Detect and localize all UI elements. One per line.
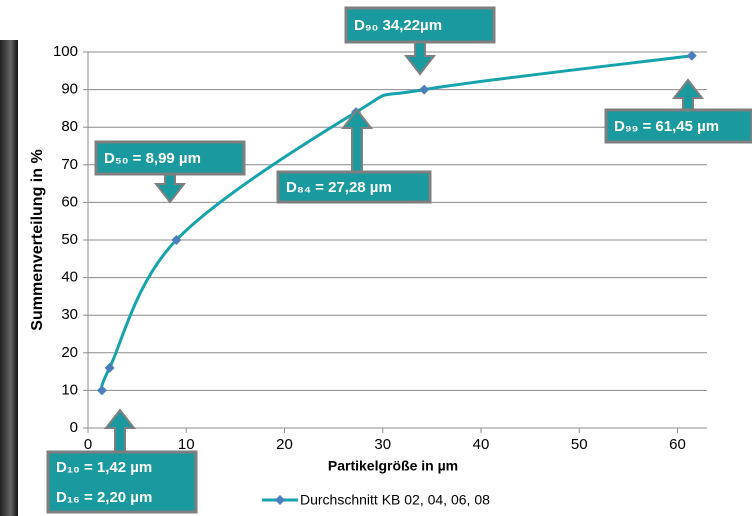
y-tick-label: 10	[61, 381, 78, 398]
legend-marker	[275, 495, 285, 505]
x-tick-label: 20	[276, 436, 293, 453]
x-tick-label: 50	[571, 436, 588, 453]
legend-label: Durchschnitt KB 02, 04, 06, 08	[300, 492, 490, 508]
data-point	[96, 385, 107, 396]
y-axis-label: Summenverteilung in %	[29, 149, 46, 330]
y-tick-label: 40	[61, 269, 78, 286]
x-tick-label: 60	[669, 436, 686, 453]
callout-label: D₉₉ = 61,45 µm	[614, 118, 719, 135]
y-tick-label: 30	[61, 306, 78, 323]
y-tick-label: 20	[61, 344, 78, 361]
callout-label: D₉₀ 34,22µm	[354, 17, 442, 34]
callout-arrow	[153, 173, 187, 204]
callout-label: D₁₀ = 1,42 µm	[56, 459, 152, 476]
background-image	[0, 40, 18, 516]
x-tick-label: 10	[178, 436, 195, 453]
y-tick-label: 0	[70, 419, 78, 436]
callout-arrow	[340, 108, 374, 173]
y-tick-label: 100	[53, 43, 78, 60]
series-line	[100, 54, 692, 391]
data-point	[419, 84, 430, 95]
x-tick-label: 30	[374, 436, 391, 453]
callout-box	[94, 140, 246, 176]
callout-box	[604, 108, 752, 144]
callout-label: D₅₀ = 8,99 µm	[104, 150, 201, 167]
data-point	[171, 235, 182, 245]
callout-box	[276, 170, 432, 204]
callout-label: D₁₆ = 2,20 µm	[56, 489, 152, 506]
y-tick-label: 60	[61, 193, 78, 210]
callout-arrow	[403, 41, 437, 76]
y-tick-label: 50	[61, 231, 78, 248]
callout-arrow	[103, 408, 137, 453]
x-tick-label: 40	[473, 436, 490, 453]
data-point	[104, 362, 115, 373]
callout-label: D₈₄ = 27,28 µm	[286, 179, 392, 196]
y-tick-label: 80	[61, 118, 78, 135]
x-axis-label: Partikelgröße in µm	[328, 458, 458, 474]
callout-box	[46, 450, 198, 514]
callout-box	[344, 6, 496, 44]
callout-arrow	[671, 78, 705, 111]
data-point	[686, 50, 697, 61]
x-tick-label: 0	[84, 436, 92, 453]
y-tick-label: 90	[61, 81, 78, 98]
y-tick-label: 70	[61, 156, 78, 173]
